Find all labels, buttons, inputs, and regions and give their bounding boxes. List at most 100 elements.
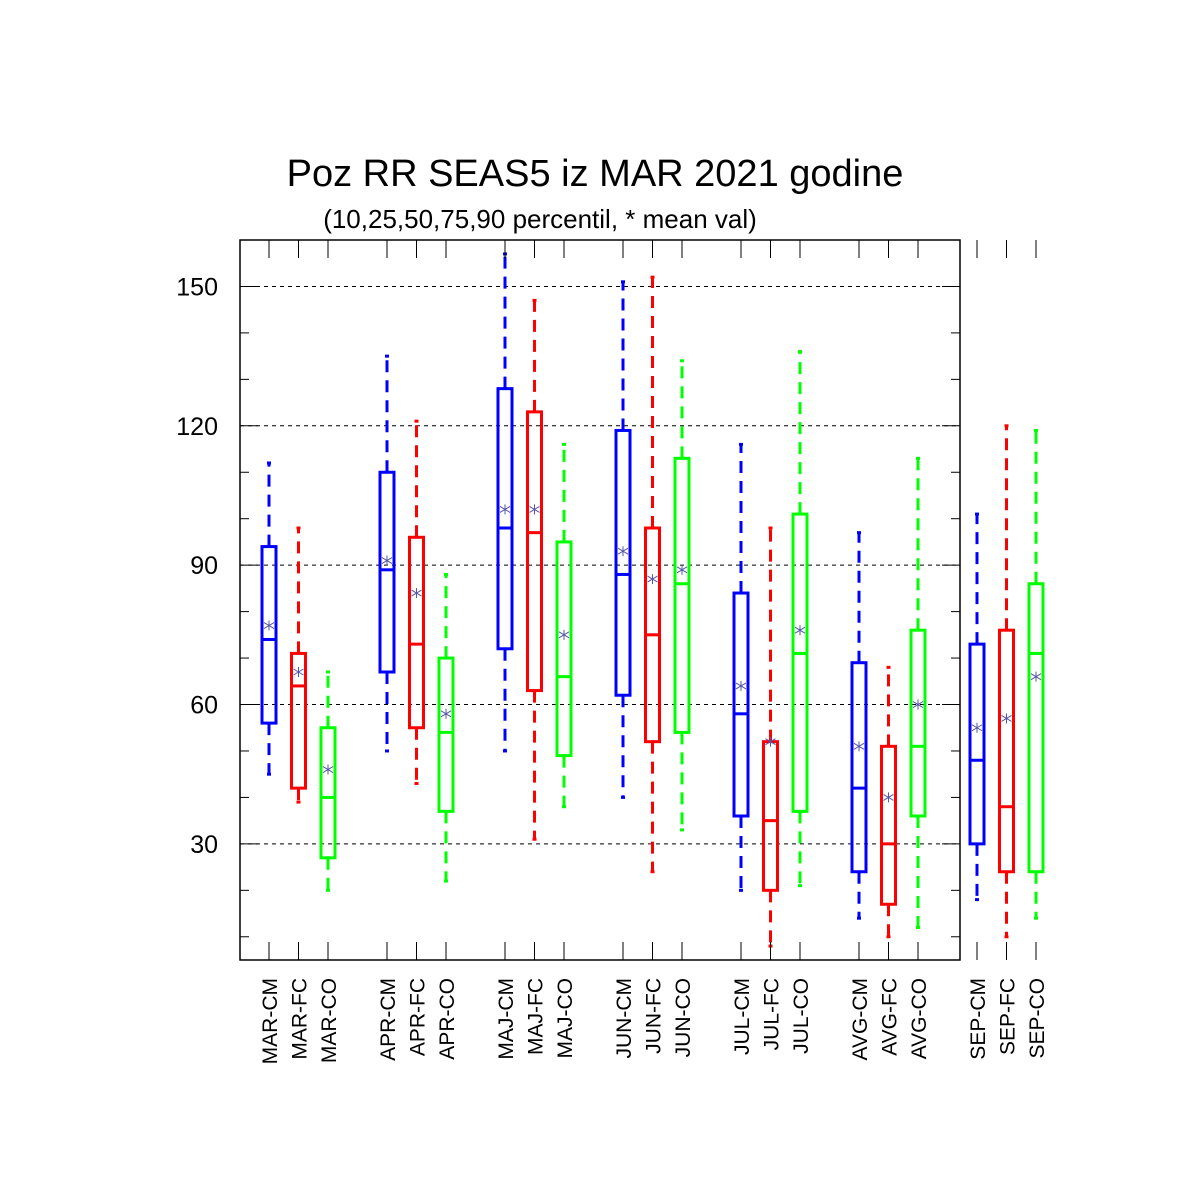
x-tick-label: APR-CM bbox=[377, 978, 400, 1061]
mean-stroke bbox=[1001, 715, 1012, 722]
x-tick-label: MAJ-CM bbox=[495, 978, 518, 1060]
x-tick-label: SEP-FC bbox=[997, 978, 1020, 1055]
iqr-box bbox=[673, 456, 691, 734]
iqr-box bbox=[408, 535, 425, 730]
mean-stroke bbox=[647, 575, 658, 583]
x-tick-label: APR-FC bbox=[407, 978, 430, 1056]
iqr-box bbox=[437, 656, 455, 813]
mean-marker bbox=[971, 722, 983, 733]
mean-marker bbox=[558, 629, 570, 640]
y-tick-label: 90 bbox=[190, 552, 218, 580]
boxplot-sep-cm bbox=[968, 512, 986, 902]
gridlines bbox=[240, 285, 960, 845]
x-tick-label: AVG-CO bbox=[908, 978, 931, 1059]
mean-stroke bbox=[529, 505, 540, 513]
mean-marker bbox=[853, 741, 865, 752]
x-tick-label: MAR-CO bbox=[318, 978, 341, 1063]
boxplot-mar-co bbox=[319, 670, 337, 892]
y-tick-label: 150 bbox=[176, 273, 218, 301]
x-tick-label: JUN-CO bbox=[672, 978, 695, 1057]
mean-marker bbox=[1030, 671, 1042, 682]
mean-stroke bbox=[293, 668, 304, 676]
boxplot-jun-cm bbox=[614, 280, 632, 799]
mean-marker bbox=[322, 764, 334, 775]
mean-stroke bbox=[735, 682, 747, 690]
mean-marker bbox=[293, 667, 304, 677]
mean-marker bbox=[676, 564, 688, 575]
mean-marker bbox=[499, 504, 511, 515]
mean-marker bbox=[647, 574, 658, 585]
chart-subtitle: (10,25,50,75,90 percentil, * mean val) bbox=[323, 204, 757, 234]
mean-stroke bbox=[499, 505, 511, 513]
mean-stroke bbox=[883, 793, 894, 801]
mean-stroke bbox=[765, 738, 776, 746]
iqr-box bbox=[968, 642, 986, 846]
boxplot-jun-co bbox=[673, 359, 691, 832]
mean-marker bbox=[794, 625, 806, 636]
iqr-box bbox=[319, 726, 337, 860]
x-tick-label: JUL-CM bbox=[731, 978, 754, 1055]
iqr-box bbox=[762, 740, 779, 892]
boxplot-sep-co bbox=[1027, 428, 1045, 920]
y-tick-label: 60 bbox=[190, 692, 218, 720]
iqr-box bbox=[791, 512, 809, 813]
mean-marker bbox=[735, 680, 747, 691]
mean-marker bbox=[1001, 713, 1012, 724]
iqr-box bbox=[1027, 582, 1045, 874]
iqr-box bbox=[555, 540, 573, 758]
boxplots bbox=[260, 252, 1045, 948]
x-tick-label: SEP-CM bbox=[967, 978, 990, 1060]
x-tick-label: AVG-FC bbox=[879, 978, 902, 1056]
mean-stroke bbox=[411, 589, 422, 597]
mean-marker bbox=[381, 555, 393, 566]
iqr-box bbox=[260, 545, 278, 725]
mean-marker bbox=[529, 504, 540, 515]
mean-stroke bbox=[617, 547, 629, 555]
mean-stroke bbox=[676, 566, 688, 574]
boxplot-apr-cm bbox=[378, 354, 396, 753]
mean-marker bbox=[765, 736, 776, 747]
x-tick-label: AVG-CM bbox=[849, 978, 872, 1060]
boxplot-jul-cm bbox=[732, 442, 750, 892]
x-tick-label: MAR-FC bbox=[289, 978, 312, 1060]
x-tick-label: JUN-FC bbox=[643, 978, 666, 1054]
x-tick-label: APR-CO bbox=[436, 978, 459, 1060]
boxplot-maj-fc bbox=[526, 298, 543, 841]
x-tick-label: JUL-CO bbox=[790, 978, 813, 1054]
x-tick-label: MAJ-CO bbox=[554, 978, 577, 1059]
x-tick-label: MAR-CM bbox=[259, 978, 282, 1064]
mean-marker bbox=[440, 708, 452, 719]
mean-stroke bbox=[381, 557, 393, 564]
x-tick-label: SEP-CO bbox=[1026, 978, 1049, 1059]
boxplot-jul-fc bbox=[762, 526, 779, 948]
boxplot-avg-cm bbox=[850, 531, 868, 920]
x-tick-label: JUL-FC bbox=[761, 978, 784, 1050]
mean-stroke bbox=[971, 724, 983, 732]
iqr-box bbox=[290, 651, 307, 790]
boxplot-sep-fc bbox=[998, 424, 1015, 939]
iqr-box bbox=[909, 628, 927, 818]
mean-marker bbox=[617, 546, 629, 557]
boxplot-maj-co bbox=[555, 442, 573, 809]
iqr-box bbox=[880, 744, 897, 906]
axes: 30 60 90 120 150 MAR-CM MAR-FC MAR-CO APR-CM APR-… bbox=[176, 240, 1049, 1064]
iqr-box bbox=[496, 387, 514, 651]
mean-stroke bbox=[1030, 673, 1042, 681]
mean-stroke bbox=[263, 622, 275, 629]
boxplot-apr-co bbox=[437, 572, 455, 883]
mean-marker bbox=[263, 620, 275, 631]
mean-stroke bbox=[558, 631, 570, 639]
mean-stroke bbox=[794, 626, 806, 634]
iqr-box bbox=[526, 410, 543, 693]
boxplot-mar-cm bbox=[260, 461, 278, 776]
boxplot-jun-fc bbox=[644, 275, 661, 874]
chart-title: Poz RR SEAS5 iz MAR 2021 godine bbox=[287, 153, 904, 195]
boxplot-avg-co bbox=[909, 456, 927, 929]
iqr-box bbox=[614, 428, 632, 697]
plot-frame bbox=[239, 239, 961, 961]
mean-stroke bbox=[440, 710, 452, 718]
boxplot-mar-fc bbox=[290, 526, 307, 804]
mean-stroke bbox=[322, 766, 334, 773]
boxplot-maj-cm bbox=[496, 252, 514, 753]
